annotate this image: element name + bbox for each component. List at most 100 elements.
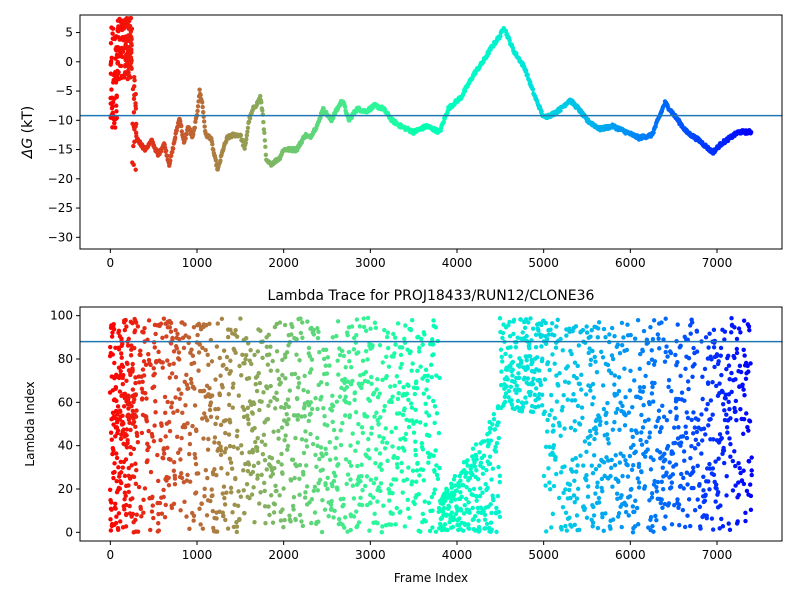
lambda-point <box>531 376 536 382</box>
lambda-point <box>490 496 496 501</box>
lambda-point <box>495 493 501 499</box>
lambda-point <box>158 321 164 326</box>
lambda-point <box>564 528 570 533</box>
lambda-point <box>587 428 593 434</box>
lambda-point <box>661 414 667 419</box>
lambda-point <box>719 372 724 378</box>
lambda-point <box>732 325 737 330</box>
lambda-point <box>297 512 303 518</box>
lambda-point <box>572 398 578 403</box>
lambda-point <box>363 483 368 489</box>
delta-g-point <box>168 158 173 163</box>
lambda-point <box>368 492 373 498</box>
lambda-point <box>669 485 674 490</box>
lambda-point <box>230 510 235 515</box>
lambda-point <box>316 519 321 524</box>
lambda-point <box>745 363 750 369</box>
lambda-point <box>601 406 607 412</box>
lambda-point <box>262 504 268 509</box>
lambda-point <box>337 352 343 358</box>
lambda-point <box>160 360 165 365</box>
lambda-point <box>684 470 690 475</box>
lambda-point <box>597 415 602 421</box>
lambda-point <box>374 410 379 415</box>
lambda-point <box>251 463 257 469</box>
lambda-point <box>420 467 426 472</box>
lambda-point <box>249 492 255 497</box>
lambda-point <box>653 513 658 519</box>
delta-g-point <box>263 144 268 150</box>
lambda-point <box>125 440 130 446</box>
lambda-point <box>325 486 330 492</box>
lambda-point <box>175 408 180 414</box>
lambda-point <box>242 407 247 413</box>
lambda-point <box>343 365 348 370</box>
lambda-point <box>708 416 713 422</box>
delta-g-point <box>175 124 180 130</box>
lambda-point <box>681 486 686 491</box>
lambda-point <box>439 524 444 529</box>
lambda-point <box>724 425 730 430</box>
lambda-point <box>563 523 568 529</box>
lambda-point <box>334 399 340 404</box>
lambda-point <box>349 324 355 329</box>
lambda-point <box>286 404 291 410</box>
lambda-point <box>549 408 554 413</box>
lambda-point <box>359 385 364 391</box>
lambda-point <box>115 404 121 409</box>
lambda-point <box>562 426 567 431</box>
lambda-point <box>112 360 117 366</box>
delta-g-point <box>131 110 137 115</box>
lambda-point <box>590 524 595 529</box>
lambda-point <box>587 441 592 446</box>
lambda-point <box>184 372 189 378</box>
lambda-point <box>470 492 475 498</box>
lambda-point <box>212 467 217 472</box>
lambda-point <box>570 457 575 463</box>
lambda-point <box>367 528 372 533</box>
lambda-point <box>426 433 432 439</box>
lambda-point <box>336 516 342 522</box>
lambda-point <box>724 366 729 372</box>
lambda-point <box>260 451 266 457</box>
lambda-point <box>183 333 188 338</box>
lambda-point <box>128 427 133 433</box>
lambda-point <box>270 520 276 525</box>
lambda-point <box>558 336 563 342</box>
lambda-point <box>581 463 586 468</box>
lambda-point <box>223 517 228 523</box>
delta-g-point <box>109 87 114 92</box>
lambda-point <box>205 352 210 357</box>
lambda-point <box>231 444 236 450</box>
lambda-point <box>208 400 214 405</box>
lambda-point <box>190 423 195 429</box>
lambda-point <box>591 513 597 518</box>
lambda-point <box>591 395 596 400</box>
lambda-point <box>623 394 628 400</box>
x-tick-label: 6000 <box>615 548 646 562</box>
lambda-point <box>419 441 425 446</box>
lambda-point <box>569 351 574 357</box>
lambda-point <box>567 487 572 493</box>
lambda-point <box>378 481 384 486</box>
lambda-point <box>550 511 556 517</box>
lambda-point <box>114 514 119 519</box>
lambda-point <box>403 323 408 328</box>
lambda-point <box>253 381 258 387</box>
lambda-point <box>169 400 175 405</box>
lambda-point <box>547 367 552 373</box>
delta-g-point <box>114 93 119 98</box>
delta-g-point <box>131 74 137 80</box>
lambda-point <box>741 318 747 323</box>
delta-g-point <box>125 51 131 57</box>
lambda-point <box>169 371 175 376</box>
lambda-point <box>161 316 167 321</box>
lambda-point <box>109 500 114 505</box>
delta-g-point <box>113 103 119 108</box>
lambda-point <box>707 461 712 467</box>
lambda-point <box>252 520 257 525</box>
lambda-point <box>528 316 533 321</box>
lambda-point <box>114 420 120 425</box>
lambda-point <box>724 493 729 498</box>
lambda-point <box>686 386 691 392</box>
